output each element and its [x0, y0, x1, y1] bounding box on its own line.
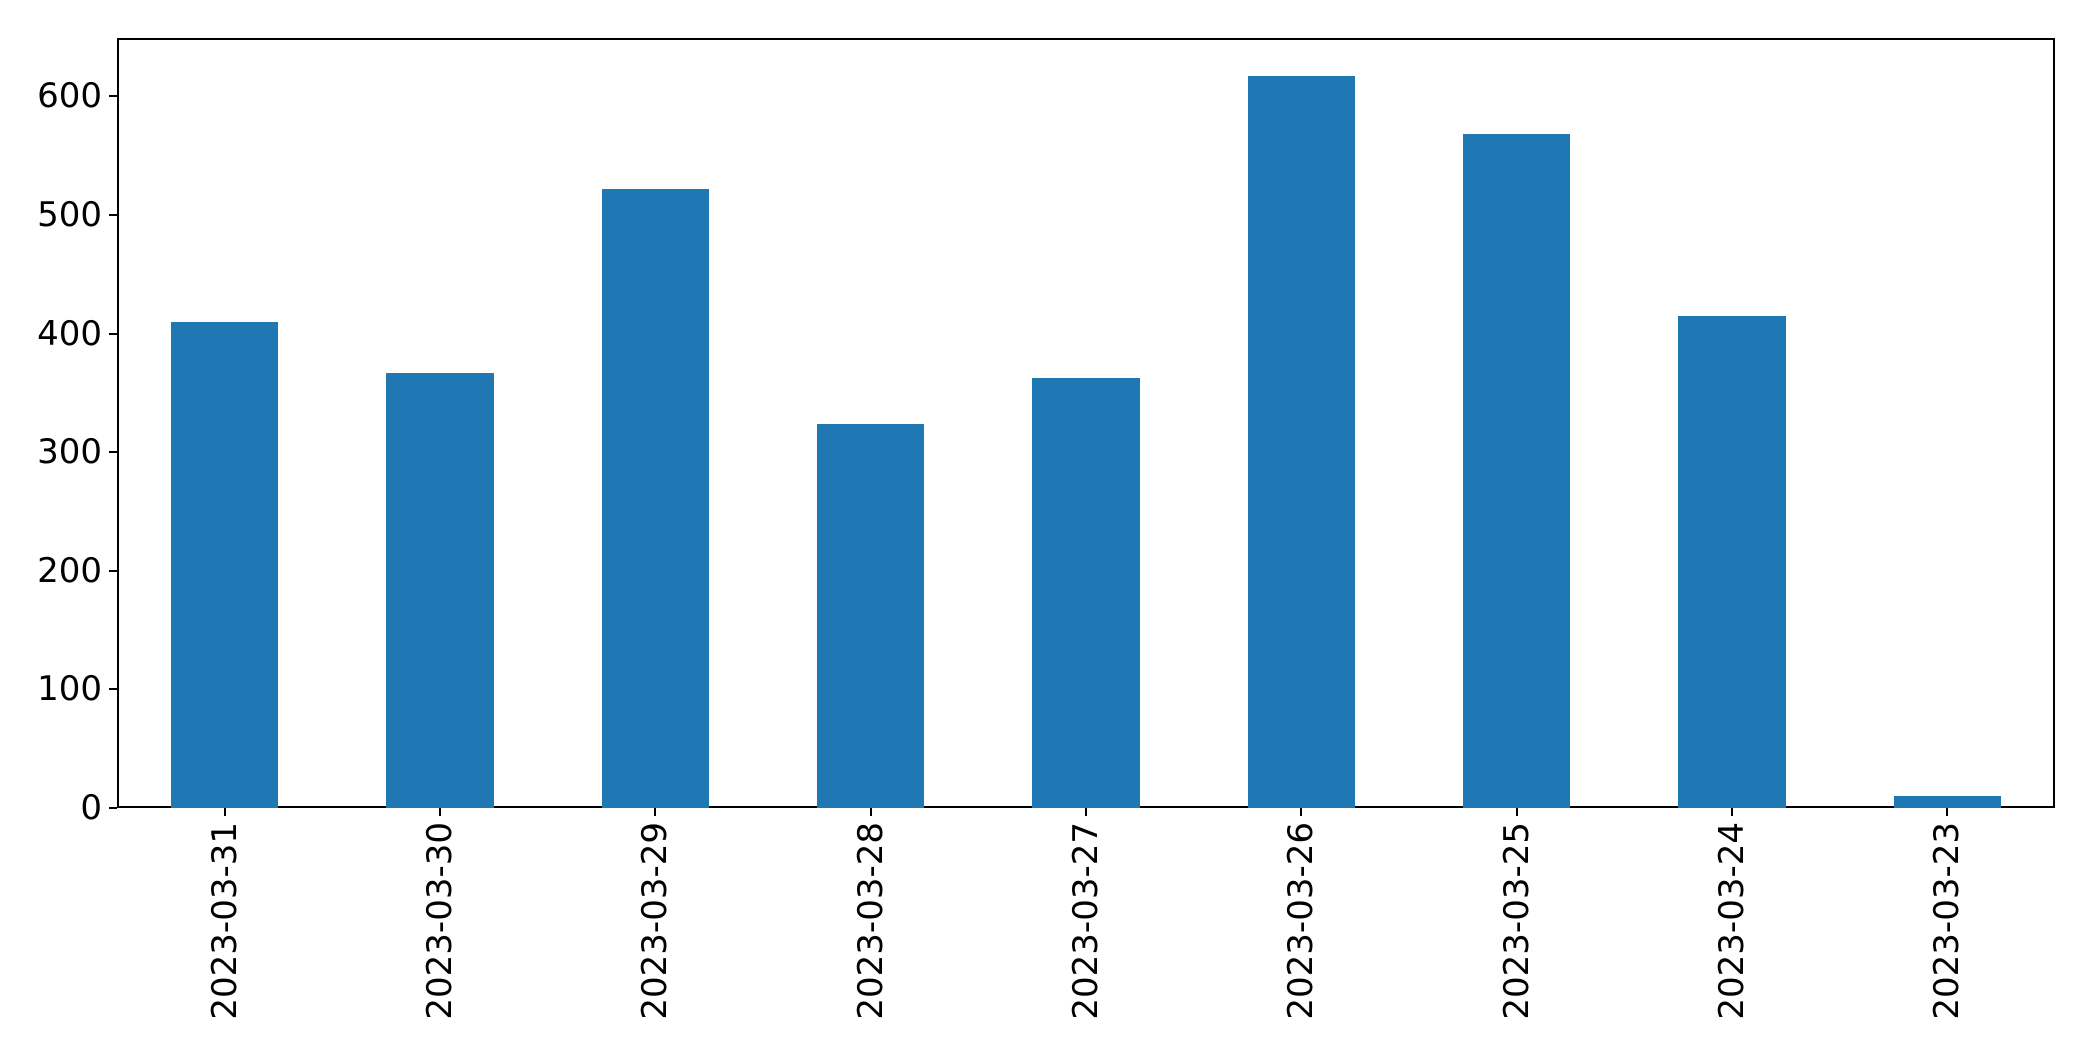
y-tick-mark — [109, 807, 117, 809]
x-tick-label: 2023-03-31 — [204, 822, 245, 1020]
x-tick-mark — [1085, 808, 1087, 816]
x-tick-mark — [223, 808, 226, 816]
y-tick-label: 400 — [37, 313, 102, 354]
x-tick-mark — [1515, 808, 1518, 816]
bar-2023-03-23 — [1893, 796, 2002, 808]
x-tick-label: 2023-03-24 — [1712, 822, 1752, 1020]
x-tick-mark — [439, 808, 441, 816]
x-tick-label: 2023-03-25 — [1496, 822, 1537, 1020]
x-tick-mark — [1946, 808, 1949, 816]
y-tick-mark — [109, 569, 117, 572]
x-tick-mark — [1300, 808, 1303, 816]
y-tick-label: 500 — [37, 195, 102, 236]
bar-2023-03-24 — [1678, 315, 1786, 808]
bar-2023-03-31 — [170, 321, 279, 808]
x-tick-mark — [869, 808, 872, 816]
y-tick-mark — [109, 688, 117, 691]
bar-2023-03-29 — [601, 188, 710, 808]
bar-2023-03-27 — [1032, 377, 1140, 808]
x-tick-label: 2023-03-28 — [850, 822, 891, 1020]
y-tick-mark — [109, 332, 117, 335]
x-tick-label: 2023-03-29 — [635, 822, 676, 1020]
x-tick-label: 2023-03-23 — [1927, 822, 1968, 1020]
y-tick-mark — [109, 95, 117, 98]
y-tick-label: 600 — [37, 76, 102, 117]
bar-2023-03-28 — [816, 423, 925, 808]
bar-2023-03-25 — [1462, 134, 1571, 808]
x-tick-mark — [654, 808, 657, 816]
y-tick-mark — [109, 451, 117, 454]
x-tick-label: 2023-03-27 — [1066, 822, 1106, 1020]
bar-2023-03-30 — [386, 372, 494, 808]
y-tick-label: 100 — [37, 669, 102, 710]
x-tick-label: 2023-03-30 — [420, 822, 460, 1020]
bar-2023-03-26 — [1247, 76, 1356, 808]
y-tick-label: 300 — [37, 432, 102, 473]
x-tick-label: 2023-03-26 — [1281, 822, 1322, 1020]
y-tick-mark — [109, 214, 117, 217]
y-tick-label: 200 — [37, 550, 102, 591]
y-tick-label: 0 — [80, 788, 102, 828]
x-tick-mark — [1731, 808, 1733, 816]
